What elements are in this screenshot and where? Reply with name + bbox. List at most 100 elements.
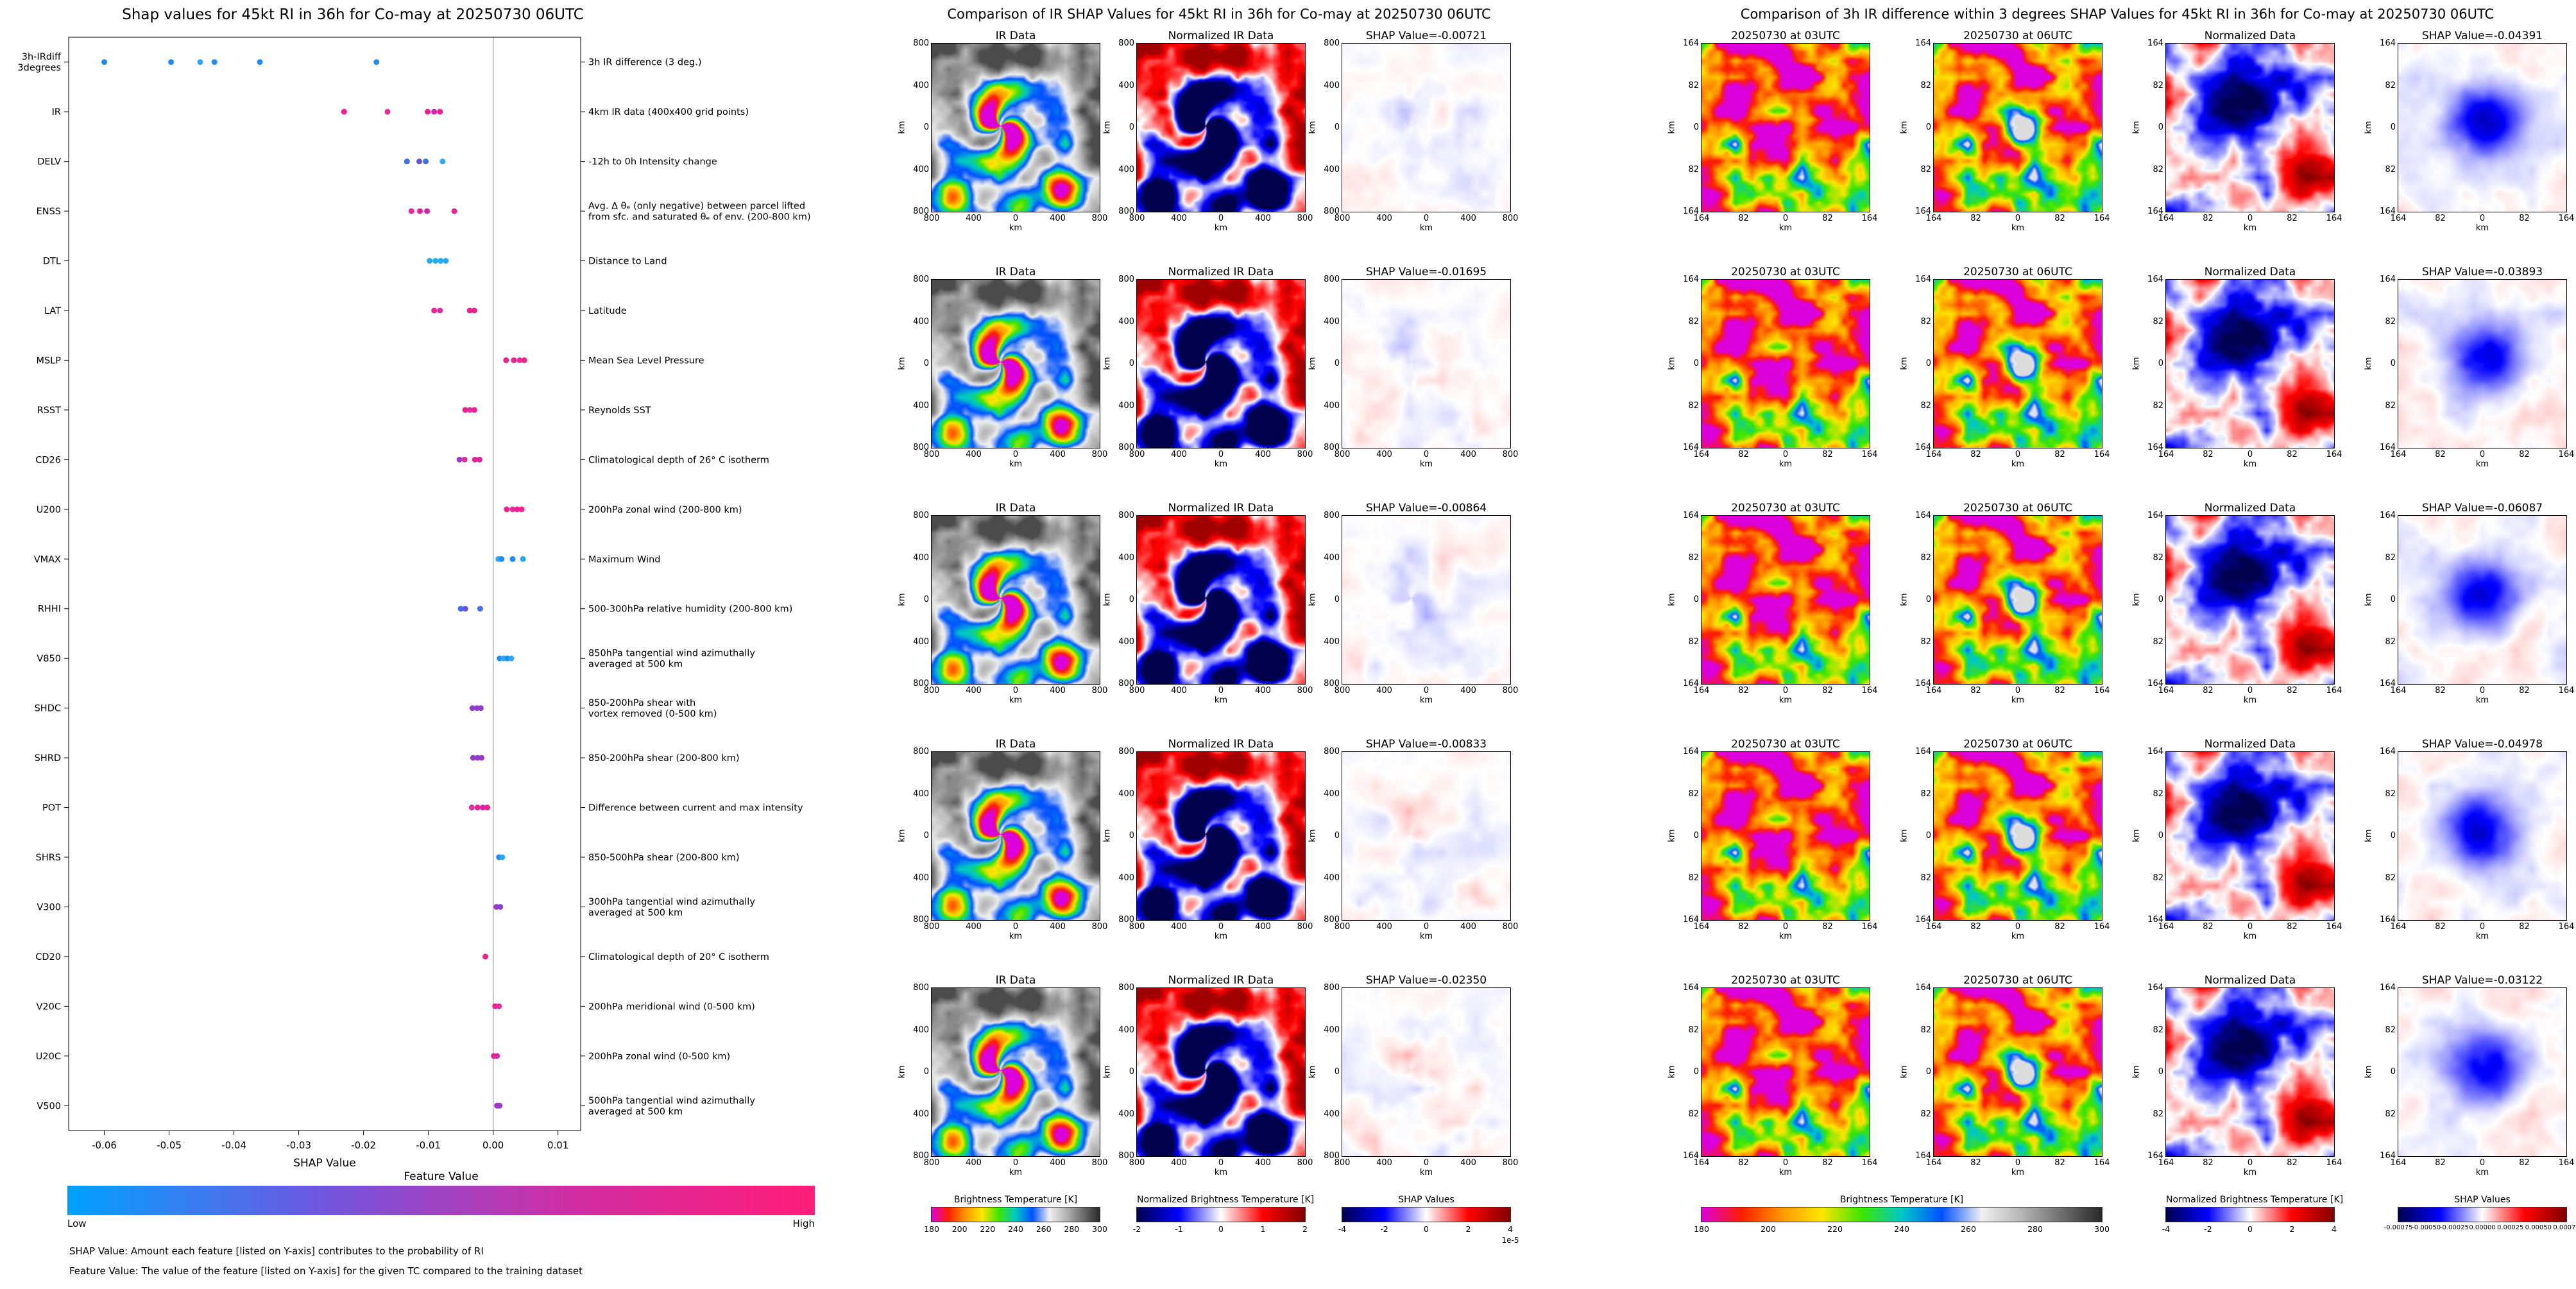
feature-name: V850 xyxy=(37,654,61,664)
x-tick-label: 400 xyxy=(1171,686,1187,696)
colorbar-tick-label: 2 xyxy=(1302,1224,1308,1234)
shap-dot xyxy=(518,506,525,513)
colorbar-tick-label: 180 xyxy=(1694,1224,1709,1234)
x-tick-label: 82 xyxy=(2054,686,2065,696)
subplot-title: 20250730 at 06UTC xyxy=(1963,738,2072,751)
y-tick-label: 164 xyxy=(2380,915,2396,925)
feature-row: U200 200hPa zonal wind (200-800 km) xyxy=(37,505,742,515)
x-tick-label: 0 xyxy=(1782,922,1789,932)
shap-dot xyxy=(504,506,510,513)
colorbar-tick-label: -0.00050 xyxy=(2412,1224,2441,1231)
x-tick-label: 82 xyxy=(1970,686,1981,696)
x-tick-label: 164 xyxy=(2390,922,2407,932)
subplot-title: IR Data xyxy=(995,738,1036,751)
y-tick-label: 0 xyxy=(1925,359,1931,368)
x-tick-label: 82 xyxy=(1970,922,1981,932)
x-tick-label: 800 xyxy=(923,922,940,932)
y-tick-label: 400 xyxy=(1118,164,1134,175)
x-tick-label: 164 xyxy=(2558,922,2575,932)
subplot-title: 20250730 at 06UTC xyxy=(1963,974,2072,987)
y-axis-unit: km xyxy=(1899,829,1909,842)
y-tick-label: 400 xyxy=(913,1109,929,1119)
y-tick-label: 82 xyxy=(1688,164,1699,175)
y-tick-label: 164 xyxy=(1915,38,1931,48)
feature-name: DELV xyxy=(37,157,61,167)
y-tick-label: 0 xyxy=(1129,831,1134,841)
feature-name: SHRS xyxy=(36,853,61,863)
y-axis-unit: km xyxy=(1899,121,1909,134)
satellite-ir-image xyxy=(1701,43,1870,212)
feature-name: SHDC xyxy=(35,704,61,714)
x-tick-label: 82 xyxy=(1970,214,1981,223)
satellite-ir-image xyxy=(1136,279,1306,448)
satellite-ir-image xyxy=(1933,987,2103,1157)
heatmap-cell: 20250730 at 06UTC 164 164 82 82 0 0 82 82 164 164 k… xyxy=(1899,30,2110,233)
y-tick-label: 164 xyxy=(1683,207,1699,216)
y-tick-label: 800 xyxy=(1324,38,1340,48)
feature-description: 3h IR difference (3 deg.) xyxy=(588,58,701,68)
x-tick-label: 164 xyxy=(2558,1158,2575,1168)
x-axis-unit: km xyxy=(1009,696,1023,705)
heatmap-cell: IR Data 800 800 400 400 0 0 400 400 800 800 km km xyxy=(898,738,1108,941)
heatmap-cell: SHAP Value=-0.00721 800 800 400 400 0 0 400 400 8… xyxy=(1308,30,1519,233)
shap-scatter-plot: -0.06 -0.05 -0.04 -0.03 -0.02 -0.01 0.00 0.01 SH… xyxy=(17,37,811,1170)
feature-description: averaged at 500 km xyxy=(588,1107,683,1117)
y-tick-label: 400 xyxy=(1118,552,1134,563)
y-tick-label: 164 xyxy=(1683,275,1699,284)
x-axis-unit: km xyxy=(1214,1168,1228,1177)
heatmap-cell: Normalized Data 164 164 82 82 0 0 82 82 164 164 km k… xyxy=(2132,502,2342,705)
y-tick-label: 82 xyxy=(1688,636,1699,647)
y-axis-unit: km xyxy=(2131,121,2142,134)
y-tick-label: 0 xyxy=(2390,123,2396,132)
x-tick-label: 0 xyxy=(1782,214,1789,223)
x-tick-label: 0 xyxy=(1782,450,1789,459)
heatmap-cell: Normalized IR Data 800 800 400 400 0 0 400 400 80… xyxy=(1103,30,1313,233)
x-tick-label: 0 xyxy=(1782,1158,1789,1168)
y-tick-label: 800 xyxy=(1324,511,1340,520)
subplot-title: 20250730 at 03UTC xyxy=(1731,502,1840,515)
y-tick-label: 82 xyxy=(1688,1025,1699,1035)
y-tick-label: 400 xyxy=(1324,873,1340,883)
y-tick-label: 400 xyxy=(1118,400,1134,411)
y-tick-label: 800 xyxy=(1118,747,1134,756)
y-axis-unit: km xyxy=(1899,357,1909,370)
shap-dot xyxy=(373,59,380,65)
heatmap-cell: IR Data 800 800 400 400 0 0 400 400 800 800 km km xyxy=(898,30,1108,233)
x-tick-label: 400 xyxy=(1050,922,1066,932)
y-tick-label: 82 xyxy=(2153,164,2163,175)
x-tick-label: 164 xyxy=(2158,214,2174,223)
x-tick-label: 0 xyxy=(2015,1158,2021,1168)
feature-description: vortex removed (0-500 km) xyxy=(588,709,717,719)
x-tick-label: 800 xyxy=(1297,922,1313,932)
y-tick-label: 0 xyxy=(2158,831,2163,841)
y-tick-label: 400 xyxy=(913,873,929,883)
y-tick-label: 82 xyxy=(2385,164,2396,175)
y-axis-unit: km xyxy=(1308,357,1318,370)
x-axis-unit: km xyxy=(2475,223,2489,233)
y-tick-label: 400 xyxy=(1118,789,1134,799)
heatmap-cell: SHAP Value=-0.02350 800 800 400 400 0 0 400 400 8… xyxy=(1308,974,1519,1177)
feature-row: LAT Latitude xyxy=(44,306,627,316)
x-tick-label: 400 xyxy=(966,450,982,459)
feature-row: IR 4km IR data (400x400 grid points) xyxy=(52,107,749,117)
satellite-ir-image xyxy=(1933,751,2103,921)
y-tick-label: 82 xyxy=(1920,1025,1931,1035)
x-axis-unit: km xyxy=(2011,459,2025,469)
colorbar-tick-label: 220 xyxy=(980,1224,996,1234)
shap-dot xyxy=(466,307,473,314)
subplot-title: SHAP Value=-0.00833 xyxy=(1365,738,1487,751)
feature-description: 4km IR data (400x400 grid points) xyxy=(588,107,749,117)
feature-row: RSST Reynolds SST xyxy=(37,405,651,416)
y-tick-label: 800 xyxy=(1324,747,1340,756)
subplot-title: IR Data xyxy=(995,974,1036,987)
y-tick-label: 164 xyxy=(1915,511,1931,520)
y-tick-label: 400 xyxy=(1324,1025,1340,1035)
feature-row: DTL Distance to Land xyxy=(43,257,667,267)
y-tick-label: 82 xyxy=(1688,789,1699,799)
heatmap-cell: SHAP Value=-0.00833 800 800 400 400 0 0 400 400 8… xyxy=(1308,738,1519,941)
y-tick-label: 0 xyxy=(923,595,929,604)
y-tick-label: 82 xyxy=(2153,1109,2163,1119)
x-axis-unit: km xyxy=(1778,696,1793,705)
colorbar xyxy=(1342,1207,1511,1222)
